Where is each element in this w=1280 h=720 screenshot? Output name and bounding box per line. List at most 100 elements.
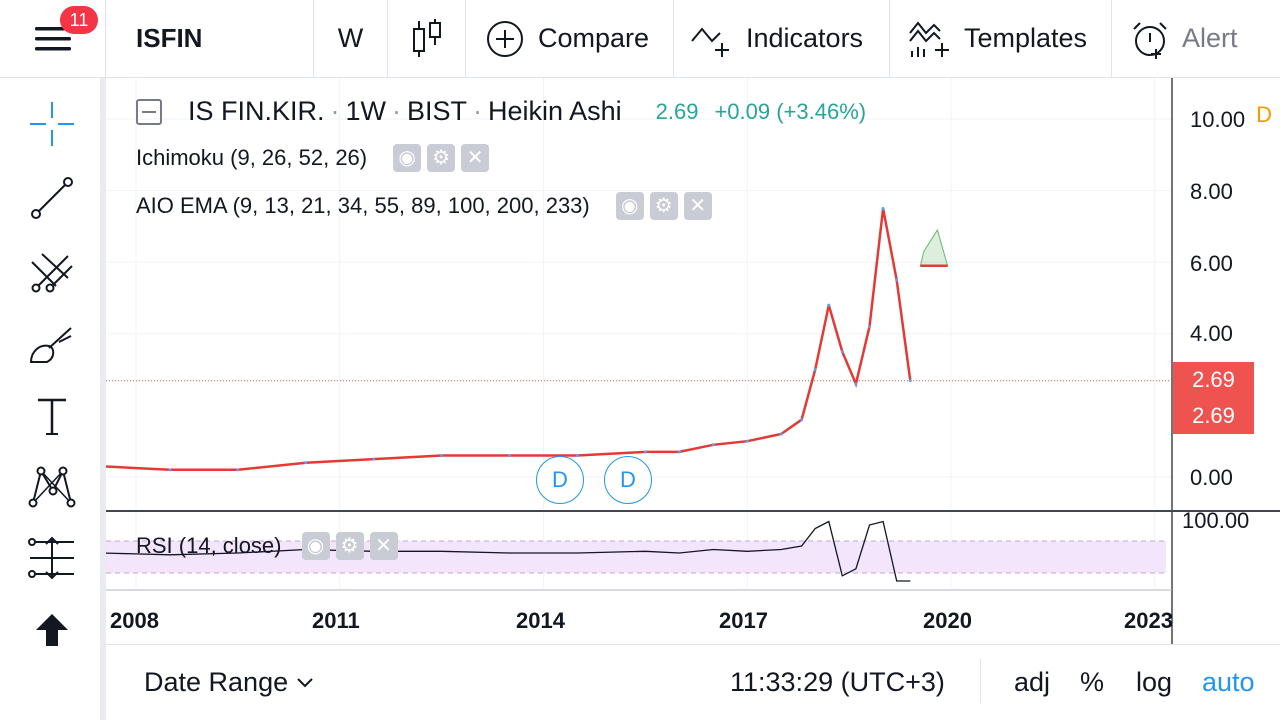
interval-button[interactable]: W bbox=[314, 0, 388, 77]
log-toggle[interactable]: log bbox=[1136, 667, 1172, 698]
notification-badge: 11 bbox=[60, 6, 98, 34]
legend-change: +0.09 (+3.46%) bbox=[714, 98, 867, 124]
remove-x-icon[interactable]: ✕ bbox=[461, 144, 490, 172]
price-point bbox=[895, 278, 899, 282]
chart-canvas bbox=[106, 78, 1280, 644]
adj-toggle[interactable]: adj bbox=[1014, 667, 1050, 698]
interval-label: W bbox=[337, 23, 364, 53]
remove-x-icon[interactable]: ✕ bbox=[683, 192, 712, 220]
alarm-clock-icon bbox=[1133, 21, 1167, 59]
clock-label: 11:33:29 (UTC+3) bbox=[730, 667, 945, 697]
eye-icon[interactable]: ◉ bbox=[393, 144, 422, 172]
chart-type-button[interactable] bbox=[388, 0, 466, 77]
eye-icon[interactable]: ◉ bbox=[615, 192, 644, 220]
templates-icon bbox=[909, 20, 949, 57]
price-point bbox=[854, 382, 858, 386]
ichimoku-cloud bbox=[919, 228, 949, 267]
ichimoku-legend[interactable]: Ichimoku (9, 26, 52, 26) ◉ ⚙ ✕ bbox=[136, 144, 490, 172]
price-point bbox=[827, 303, 831, 307]
legend-interval: 1W bbox=[345, 96, 387, 126]
pattern-icon bbox=[28, 466, 76, 508]
pattern-tool[interactable] bbox=[22, 458, 82, 514]
eye-icon[interactable]: ◉ bbox=[301, 532, 330, 560]
indicators-label: Indicators bbox=[746, 23, 864, 53]
time-axis-tick: 2011 bbox=[312, 608, 360, 633]
indicators-button[interactable]: Indicators bbox=[674, 0, 890, 77]
price-axis-tick: 8.00 bbox=[1190, 179, 1233, 204]
settings-gear-icon[interactable]: ⚙ bbox=[427, 144, 456, 172]
chart-area[interactable]: IS FIN.KIR. · 1W · BIST · Heikin Ashi 2.… bbox=[106, 78, 1280, 644]
chevron-down-icon bbox=[297, 677, 313, 687]
bottom-toolbar: Date Range 11:33:29 (UTC+3) adj % log au… bbox=[106, 644, 1280, 720]
price-point bbox=[236, 468, 240, 472]
alert-label: Alert bbox=[1182, 23, 1238, 53]
text-tool[interactable] bbox=[22, 388, 82, 444]
remove-x-icon[interactable]: ✕ bbox=[369, 532, 398, 560]
templates-button[interactable]: Templates bbox=[890, 0, 1112, 77]
symbol-search-button[interactable]: ISFIN bbox=[106, 0, 314, 77]
menu-button[interactable]: 11 bbox=[0, 0, 106, 77]
measure-tool[interactable] bbox=[22, 530, 82, 586]
date-range-button[interactable]: Date Range bbox=[144, 667, 314, 698]
time-axis-tick: 2014 bbox=[516, 608, 565, 633]
adj-label: adj bbox=[1014, 667, 1051, 697]
log-label: log bbox=[1136, 667, 1173, 697]
rsi-axis-tick: 100.00 bbox=[1182, 508, 1250, 533]
price-point bbox=[800, 418, 804, 422]
compare-button[interactable]: Compare bbox=[466, 0, 674, 77]
trend-line-tool[interactable] bbox=[22, 170, 82, 226]
alert-button[interactable]: Alert bbox=[1112, 0, 1280, 77]
legend-dot-separator: · bbox=[392, 96, 402, 126]
price-axis-tick: 6.00 bbox=[1190, 251, 1233, 276]
dividend-event-marker[interactable]: D bbox=[536, 456, 584, 504]
dividend-event-marker[interactable]: D bbox=[604, 456, 652, 504]
arrow-up-icon bbox=[36, 614, 68, 646]
percent-toggle[interactable]: % bbox=[1080, 667, 1104, 698]
symbol-label: ISFIN bbox=[136, 23, 203, 53]
settings-gear-icon[interactable]: ⚙ bbox=[335, 532, 364, 560]
price-point bbox=[868, 325, 871, 329]
percent-label: % bbox=[1080, 667, 1105, 697]
scroll-up-button[interactable] bbox=[22, 602, 82, 658]
brush-icon bbox=[29, 327, 72, 363]
price-series-line bbox=[106, 208, 912, 472]
auto-label: auto bbox=[1202, 667, 1255, 697]
pitchfork-icon bbox=[31, 253, 73, 293]
legend-dot-separator: · bbox=[473, 96, 483, 126]
rsi-legend[interactable]: RSI (14, close) ◉ ⚙ ✕ bbox=[136, 532, 398, 560]
templates-label: Templates bbox=[964, 23, 1088, 53]
crosshair-tool[interactable] bbox=[22, 96, 82, 152]
auto-toggle[interactable]: auto bbox=[1202, 667, 1255, 698]
price-point bbox=[643, 450, 647, 454]
ichimoku-label: Ichimoku (9, 26, 52, 26) bbox=[136, 145, 368, 170]
timezone-clock[interactable]: 11:33:29 (UTC+3) bbox=[730, 667, 945, 698]
date-range-label: Date Range bbox=[144, 667, 289, 697]
top-toolbar: 11 ISFIN W Compare bbox=[0, 0, 1280, 78]
aio-ema-legend[interactable]: AIO EMA (9, 13, 21, 34, 55, 89, 100, 200… bbox=[136, 192, 712, 220]
price-axis-tick: 0.00 bbox=[1190, 465, 1233, 490]
time-axis-tick: 2017 bbox=[719, 608, 768, 633]
legend-price: 2.69 bbox=[655, 98, 699, 124]
price-point bbox=[440, 454, 444, 458]
price-point bbox=[881, 207, 885, 210]
fib-tool[interactable] bbox=[22, 244, 82, 300]
text-icon bbox=[38, 398, 66, 435]
legend-symbol-name: IS FIN.KIR. bbox=[188, 96, 325, 126]
main-legend: IS FIN.KIR. · 1W · BIST · Heikin Ashi 2.… bbox=[136, 96, 866, 127]
dividend-marker[interactable]: D bbox=[1256, 102, 1272, 127]
price-point bbox=[372, 457, 376, 461]
last-price-tag: 2.69 bbox=[1173, 362, 1254, 398]
price-point bbox=[304, 461, 308, 465]
legend-collapse-button[interactable] bbox=[136, 98, 162, 125]
compare-label: Compare bbox=[538, 23, 650, 53]
bottom-divider bbox=[980, 659, 981, 703]
settings-gear-icon[interactable]: ⚙ bbox=[649, 192, 678, 220]
price-point bbox=[908, 379, 912, 383]
brush-tool[interactable] bbox=[22, 318, 82, 374]
prediction-icon bbox=[28, 536, 74, 580]
price-axis-tick: 10.00 bbox=[1190, 107, 1246, 132]
time-axis-tick: 2020 bbox=[923, 608, 972, 633]
price-point bbox=[745, 439, 749, 443]
indicators-icon bbox=[691, 26, 729, 57]
candles-icon bbox=[412, 18, 441, 57]
